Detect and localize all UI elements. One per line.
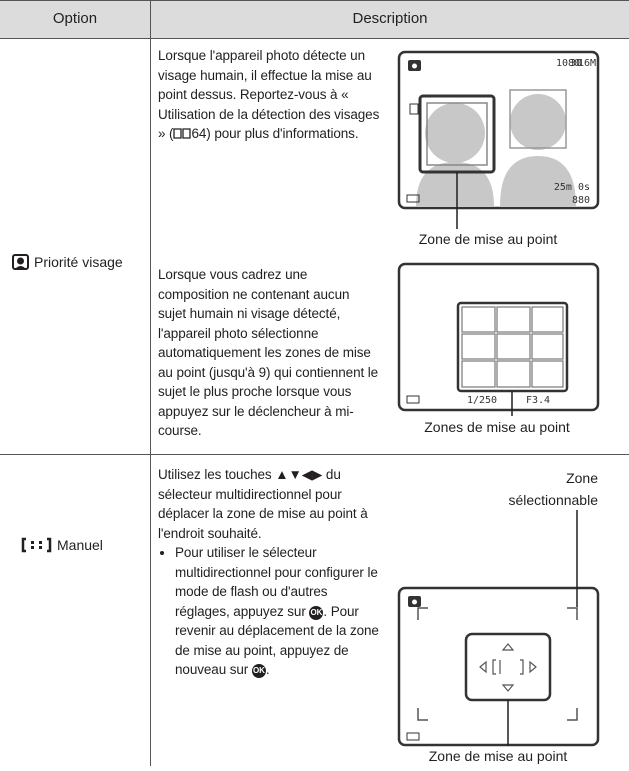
bullet-list: Pour utiliser le sélecteur multidirectio…	[158, 543, 380, 680]
header-cell: Description	[352, 10, 428, 27]
option-label: Manuel	[57, 537, 103, 553]
ok-button-icon: OK	[309, 605, 324, 620]
remaining-time: 25m 0s	[554, 182, 590, 193]
camera-screen: 1080 30 16M 25m 0s 880	[397, 50, 600, 229]
caption: Zone de mise au point	[428, 748, 568, 764]
face-priority-icon	[12, 254, 29, 270]
description-text: 64) pour plus d'informations.	[191, 126, 359, 141]
caption: Zone de mise au point	[418, 231, 558, 247]
description-text: Utilisez les touches ▲▼◀▶ du sélecteur m…	[158, 467, 368, 541]
description-text: Lorsque l'appareil photo détecte un visa…	[158, 48, 380, 141]
bullet-text: .	[265, 662, 270, 677]
manual-icon	[21, 537, 52, 553]
header-cell: Option	[52, 10, 98, 27]
ok-button-icon: OK	[251, 664, 266, 678]
label: Zone sélectionnable	[508, 470, 598, 508]
header-background	[0, 0, 629, 38]
bullet-text: Pour utiliser le sélecteur multidirectio…	[175, 545, 378, 619]
camera-screen: 1/250 F3.4	[397, 262, 600, 416]
book-icon	[173, 128, 192, 139]
option-label: Priorité visage	[34, 254, 123, 270]
bullet-item: Pour utiliser le sélecteur multidirectio…	[175, 543, 380, 680]
remaining-shots: 880	[572, 195, 590, 206]
movie-size: 1080	[556, 58, 580, 69]
aperture: F3.4	[526, 395, 550, 406]
image-size: 16M	[578, 58, 596, 69]
bullet-text: . Pour revenir au déplacement de la zone…	[175, 603, 379, 678]
frame-rate: 30	[570, 58, 582, 69]
description: Lorsque vous cadrez une composition ne c…	[158, 267, 379, 438]
caption: Zones de mise au point	[424, 419, 570, 435]
camera-screen	[397, 510, 600, 747]
description: Utilisez les touches ▲▼◀▶ du sélecteur m…	[158, 465, 380, 680]
shutter-speed: 1/250	[467, 395, 497, 406]
description: Lorsque l'appareil photo détecte un visa…	[158, 46, 380, 144]
